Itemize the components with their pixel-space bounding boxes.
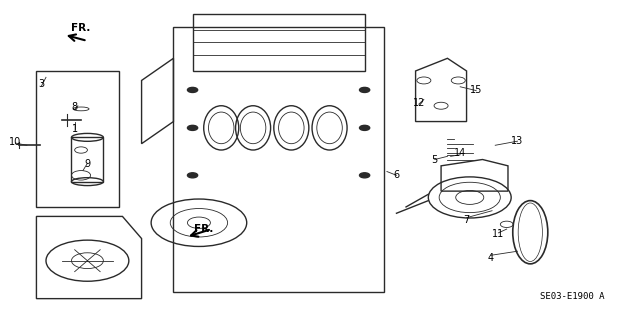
Text: 9: 9 [84, 159, 90, 169]
Text: 8: 8 [72, 102, 77, 112]
Circle shape [360, 173, 370, 178]
Text: 13: 13 [511, 136, 524, 145]
Text: FR.: FR. [194, 224, 213, 234]
Circle shape [188, 87, 198, 93]
Text: 5: 5 [431, 154, 438, 165]
Text: 4: 4 [488, 253, 494, 263]
Text: 1: 1 [72, 124, 77, 135]
Text: 15: 15 [470, 85, 483, 95]
Text: 14: 14 [454, 148, 467, 158]
Text: 12: 12 [413, 98, 425, 108]
Text: 10: 10 [10, 137, 22, 147]
Circle shape [188, 125, 198, 130]
Circle shape [360, 125, 370, 130]
Text: FR.: FR. [72, 23, 91, 33]
Text: 3: 3 [38, 78, 45, 89]
Circle shape [188, 173, 198, 178]
Text: SE03-E1900 A: SE03-E1900 A [540, 292, 604, 300]
Text: 11: 11 [492, 229, 504, 239]
Text: 7: 7 [463, 215, 470, 225]
Circle shape [360, 87, 370, 93]
Text: 6: 6 [394, 170, 399, 180]
